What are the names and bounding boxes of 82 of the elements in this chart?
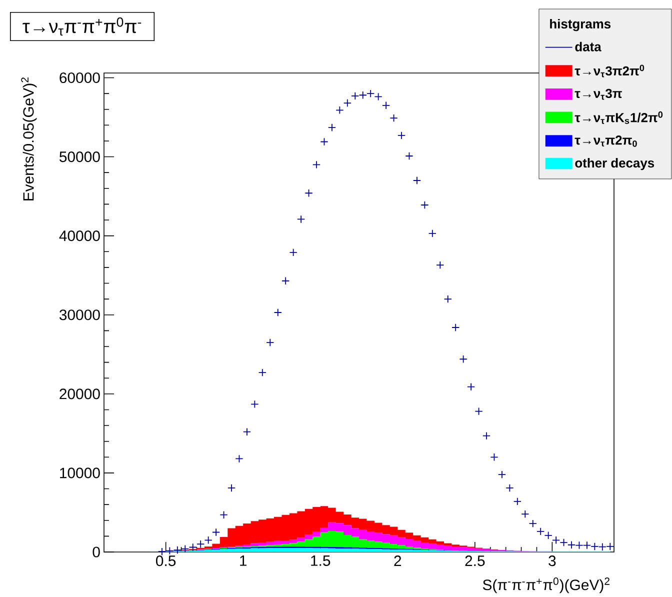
point xyxy=(158,548,166,556)
point xyxy=(312,160,321,169)
point xyxy=(320,138,328,146)
point xyxy=(528,519,537,528)
point xyxy=(452,323,460,332)
point xyxy=(444,295,452,304)
point xyxy=(196,540,205,548)
point xyxy=(258,368,266,377)
point xyxy=(289,248,298,256)
point xyxy=(490,453,498,462)
point xyxy=(297,215,306,224)
point xyxy=(374,92,382,101)
point xyxy=(282,276,290,285)
point xyxy=(181,544,190,553)
point xyxy=(212,528,220,536)
point xyxy=(382,101,390,110)
point xyxy=(544,531,552,540)
legend-label: other decays xyxy=(575,158,654,170)
point xyxy=(436,261,444,270)
point xyxy=(266,338,274,347)
point xyxy=(521,510,530,518)
point xyxy=(459,355,468,364)
point xyxy=(567,540,576,549)
point xyxy=(498,470,506,479)
point xyxy=(274,308,282,317)
point xyxy=(204,536,212,544)
point xyxy=(250,400,259,408)
y-tick-label: 30000 xyxy=(59,310,100,320)
point xyxy=(467,382,476,391)
legend-label: τ→ν$_{τ}$πK$_{s}$1/2π$^{0}$ xyxy=(574,111,663,124)
point xyxy=(390,114,398,122)
point xyxy=(420,200,429,210)
x-tick-label: 0.5 xyxy=(156,556,176,566)
point xyxy=(166,546,174,555)
y-tick-label: 10000 xyxy=(60,468,100,478)
point xyxy=(343,98,352,108)
point xyxy=(220,510,228,519)
point xyxy=(590,542,599,551)
y-tick-label: 60000 xyxy=(60,72,100,84)
point xyxy=(582,541,592,550)
legend-title: histgrams xyxy=(550,18,611,32)
x-tick-label: 1 xyxy=(240,556,247,566)
point xyxy=(188,543,197,552)
x-tick-label: 2.5 xyxy=(465,556,485,566)
y-axis-title: Events/0.05(GeV)$^{2}$ xyxy=(21,78,37,200)
y-tick-label: 20000 xyxy=(60,388,100,400)
y-tick-label: 0 xyxy=(92,546,100,558)
legend-label: τ→ν$_{τ}$3π xyxy=(574,88,622,100)
point xyxy=(173,546,182,554)
point xyxy=(405,152,414,160)
x-tick-label: 3 xyxy=(548,556,556,566)
point xyxy=(482,432,491,440)
chart-title: τ→ν$_{τ}$π$^{-}$π$^{+}$π$^{0}$π$^{-}$ xyxy=(22,17,142,36)
point xyxy=(506,484,514,492)
point xyxy=(242,428,252,436)
text: S(π$^{-}$π$^{-}$π$^{+}$π$^{0}$)(GeV)$^{2}$ xyxy=(482,578,610,594)
y-tick-label: 40000 xyxy=(59,230,100,242)
y-tick-label: 50000 xyxy=(60,151,100,162)
x-tick-label: 2 xyxy=(394,556,402,566)
point xyxy=(575,541,584,550)
legend-label: τ→ν$_{τ}$π2π$_{0}$ xyxy=(574,136,637,147)
point xyxy=(536,527,545,536)
point xyxy=(358,91,367,100)
point xyxy=(560,538,568,547)
point xyxy=(606,542,614,551)
point xyxy=(513,497,522,506)
point xyxy=(235,454,244,463)
legend-label: τ→ν$_{τ}$3π2π$^{0}$ xyxy=(574,64,644,78)
point xyxy=(336,106,344,114)
point xyxy=(304,189,313,198)
legend-label: data xyxy=(575,42,602,52)
x-tick-label: 1.5 xyxy=(311,556,330,566)
point xyxy=(412,176,422,185)
point xyxy=(328,123,336,132)
point xyxy=(474,407,483,416)
point xyxy=(552,536,560,544)
point xyxy=(351,92,360,100)
point xyxy=(227,484,236,492)
point xyxy=(366,89,375,98)
point xyxy=(598,542,606,551)
point xyxy=(397,131,406,140)
point xyxy=(428,229,436,238)
